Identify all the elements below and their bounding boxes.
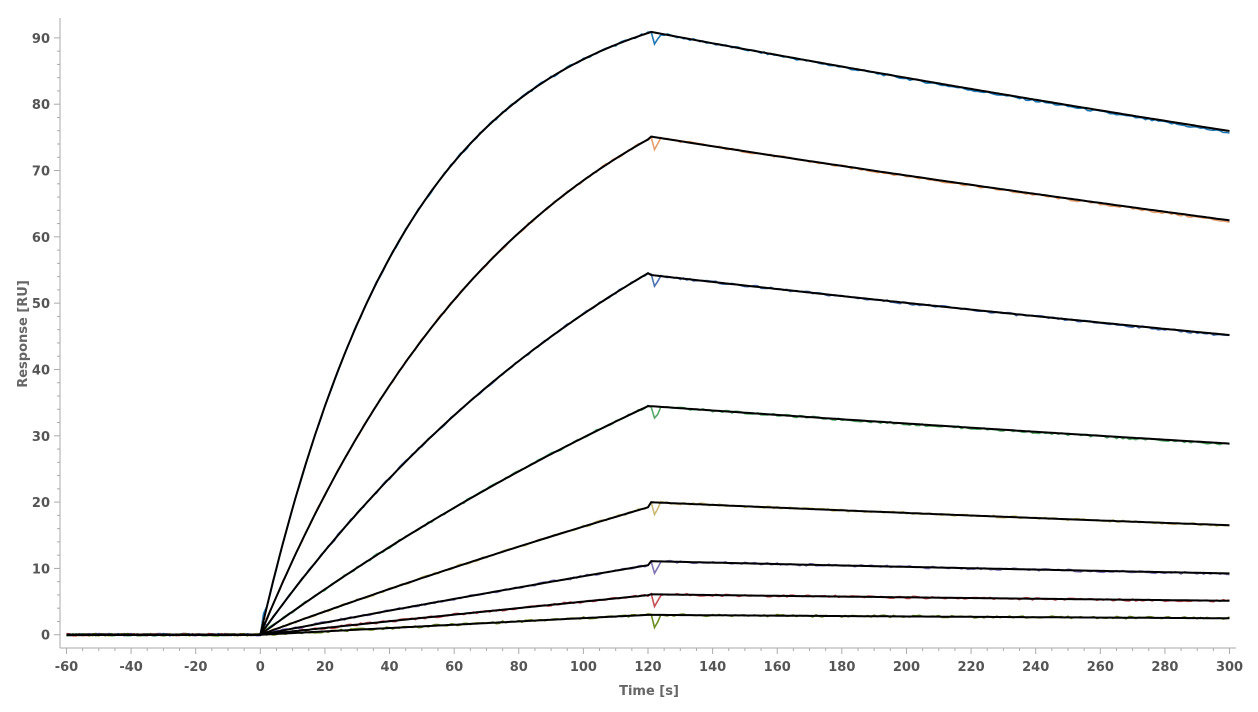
x-tick-label: -20 bbox=[184, 660, 208, 675]
fit-curve-2 bbox=[66, 135, 1230, 636]
x-tick-label: 60 bbox=[445, 660, 463, 675]
x-tick-label: 200 bbox=[893, 660, 920, 675]
y-tick-label: 50 bbox=[32, 297, 50, 312]
x-tick-label: 20 bbox=[316, 660, 334, 675]
x-axis: -60 -40 -20 0 20 40 60 80 100 120 140 160 180 200 220 2… bbox=[55, 647, 1243, 675]
x-tick-label: 300 bbox=[1216, 660, 1243, 675]
x-tick-label: 100 bbox=[570, 660, 597, 675]
x-tick-label: 40 bbox=[380, 660, 398, 675]
measured-curve-4 bbox=[66, 404, 1230, 637]
y-tick-label: 80 bbox=[32, 98, 50, 113]
x-tick-label: 120 bbox=[634, 660, 661, 675]
x-tick-label: 280 bbox=[1151, 660, 1178, 675]
x-axis-title: Time [s] bbox=[619, 684, 679, 699]
x-tick-label: 140 bbox=[699, 660, 726, 675]
y-axis: 0 10 20 30 40 50 60 70 80 90 bbox=[32, 18, 61, 648]
x-tick-label: -60 bbox=[55, 660, 79, 675]
fit-curve-1 bbox=[66, 30, 1230, 636]
y-tick-label: 0 bbox=[41, 629, 50, 644]
x-tick-label: 220 bbox=[958, 660, 985, 675]
measured-curve-2 bbox=[66, 135, 1230, 637]
x-tick-label: 80 bbox=[510, 660, 528, 675]
x-tick-label: 0 bbox=[256, 660, 265, 675]
fit-curve-8 bbox=[66, 613, 1230, 636]
y-tick-label: 20 bbox=[32, 496, 50, 511]
x-tick-label: 240 bbox=[1022, 660, 1049, 675]
measured-curve-3 bbox=[66, 272, 1230, 637]
y-tick-label: 30 bbox=[32, 430, 50, 445]
measured-curve-1 bbox=[66, 31, 1230, 637]
y-tick-label: 40 bbox=[32, 363, 50, 378]
y-tick-label: 90 bbox=[32, 32, 50, 47]
y-axis-title: Response [RU] bbox=[16, 280, 31, 388]
x-tick-label: 260 bbox=[1087, 660, 1114, 675]
x-tick-label: 160 bbox=[764, 660, 791, 675]
fit-curve-3 bbox=[66, 272, 1230, 636]
y-tick-label: 70 bbox=[32, 165, 50, 180]
x-tick-label: -40 bbox=[119, 660, 143, 675]
plot-area bbox=[66, 30, 1230, 637]
y-tick-label: 10 bbox=[32, 562, 50, 577]
y-tick-label: 60 bbox=[32, 231, 50, 246]
x-tick-label: 180 bbox=[828, 660, 855, 675]
